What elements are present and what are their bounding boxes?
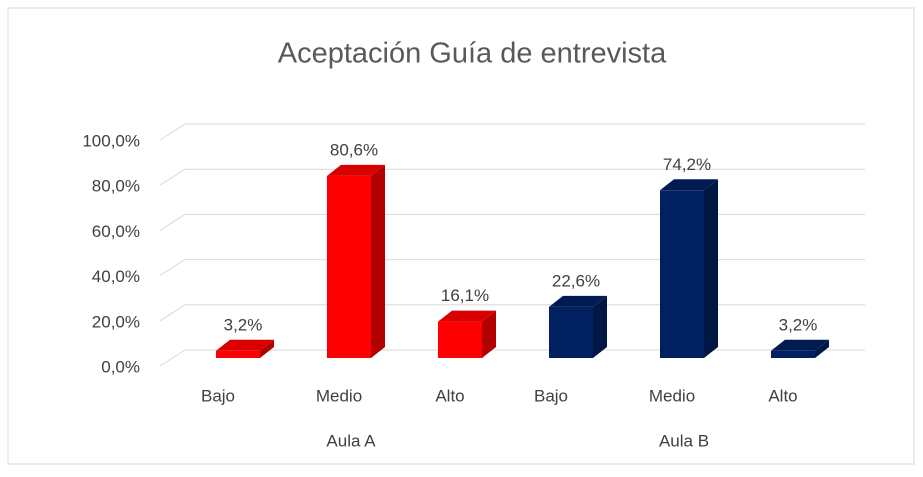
bar-front	[660, 190, 704, 358]
value-label: 3,2%	[224, 315, 263, 334]
bar-top	[327, 164, 385, 176]
grid-line	[159, 123, 865, 141]
bar	[660, 179, 718, 358]
bar-side	[815, 339, 829, 358]
bar-side	[371, 164, 385, 358]
y-tick-label: 40,0%	[92, 267, 140, 286]
x-tick-label: Bajo	[201, 386, 235, 405]
bar-top	[216, 339, 274, 351]
bar	[438, 310, 496, 358]
bar	[216, 339, 274, 358]
x-tick-label: Alto	[435, 386, 464, 405]
grid-line	[159, 304, 865, 322]
bar	[327, 164, 385, 358]
x-tick-label: Bajo	[534, 386, 568, 405]
chart-title: Aceptación Guía de entrevista	[278, 38, 667, 70]
bar-front	[216, 350, 260, 358]
value-label: 22,6%	[552, 271, 600, 290]
bar-top	[771, 339, 829, 351]
group-label: Aula B	[659, 431, 709, 450]
bar-front	[549, 306, 593, 358]
y-tick-label: 0,0%	[101, 357, 140, 376]
bar-side	[593, 295, 607, 358]
bar-side	[482, 310, 496, 358]
value-label: 3,2%	[779, 315, 818, 334]
bar-side	[260, 339, 274, 358]
value-label: 80,6%	[330, 140, 378, 159]
bar	[771, 339, 829, 358]
grid-line	[159, 259, 865, 277]
bar-front	[771, 350, 815, 358]
group-label: Aula A	[326, 431, 376, 450]
bar-top	[660, 179, 718, 191]
bar-front	[327, 175, 371, 358]
bar-top	[438, 310, 496, 322]
y-tick-label: 100,0%	[82, 131, 140, 150]
x-tick-label: Medio	[316, 386, 362, 405]
y-tick-label: 60,0%	[92, 222, 140, 241]
x-tick-label: Alto	[768, 386, 797, 405]
grid-line	[159, 213, 865, 231]
y-tick-label: 20,0%	[92, 312, 140, 331]
bar-top	[549, 295, 607, 307]
bar	[549, 295, 607, 358]
value-label: 74,2%	[663, 155, 711, 174]
chart-border	[7, 7, 915, 465]
bar-side	[704, 179, 718, 358]
grid-line	[159, 168, 865, 186]
x-tick-label: Medio	[649, 386, 695, 405]
y-tick-label: 80,0%	[92, 177, 140, 196]
grid-line	[159, 349, 865, 367]
bar-front	[438, 321, 482, 358]
value-label: 16,1%	[441, 286, 489, 305]
